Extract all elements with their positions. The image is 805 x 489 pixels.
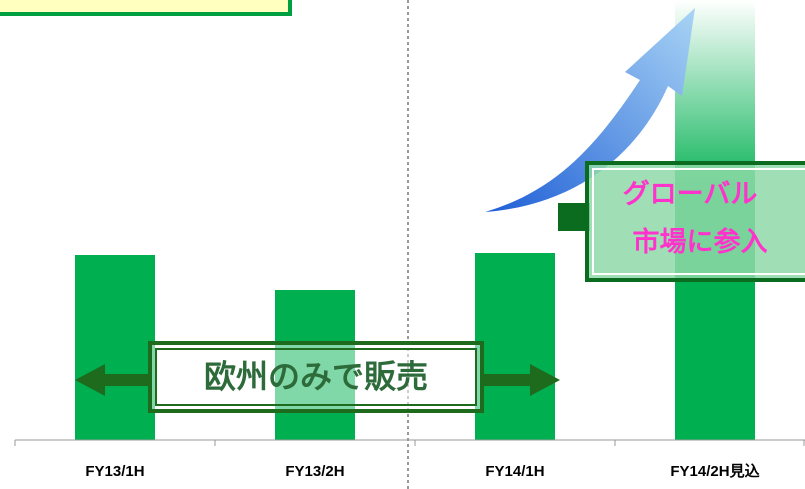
x-tick-label: FY14/2H見込 (670, 462, 759, 480)
x-tick-label: FY13/1H (85, 463, 144, 480)
europe-arrows (75, 364, 560, 396)
note-box (0, 0, 292, 16)
x-tick-label: FY13/2H (285, 463, 344, 480)
connector (558, 203, 590, 231)
growth-arrow (485, 8, 695, 212)
annotation: 欧州のみで販売 (204, 358, 428, 394)
annotation: 市場に参入 (633, 226, 768, 257)
bar (475, 253, 555, 440)
arrow-shaft (480, 374, 535, 386)
x-tick-label: FY14/1H (485, 463, 544, 480)
europe-box-inner (155, 348, 477, 406)
global-box-inner (592, 168, 805, 275)
arrow-head (75, 364, 105, 396)
arrow-head (530, 364, 560, 396)
bar (75, 255, 155, 440)
global-box (585, 161, 805, 282)
annotation: グローバル (623, 178, 758, 209)
europe-box (148, 341, 484, 413)
arrow-shaft (100, 374, 152, 386)
